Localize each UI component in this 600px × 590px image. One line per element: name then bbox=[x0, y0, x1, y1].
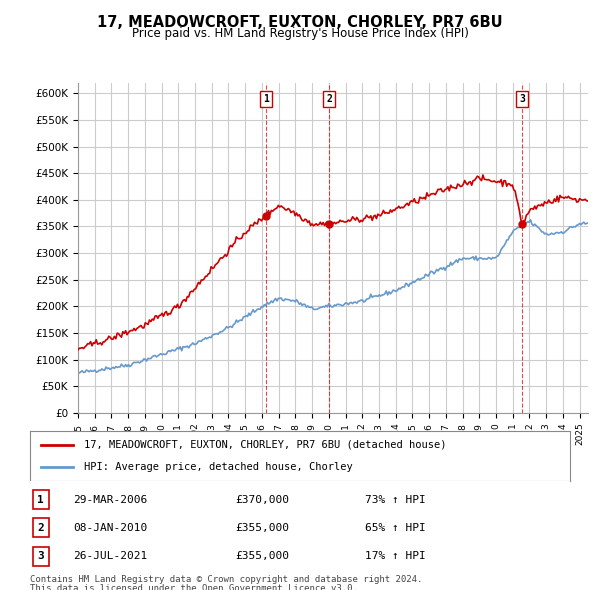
Text: 17, MEADOWCROFT, EUXTON, CHORLEY, PR7 6BU (detached house): 17, MEADOWCROFT, EUXTON, CHORLEY, PR7 6B… bbox=[84, 440, 446, 450]
Text: Contains HM Land Registry data © Crown copyright and database right 2024.: Contains HM Land Registry data © Crown c… bbox=[30, 575, 422, 584]
Text: 73% ↑ HPI: 73% ↑ HPI bbox=[365, 494, 425, 504]
Text: HPI: Average price, detached house, Chorley: HPI: Average price, detached house, Chor… bbox=[84, 462, 353, 472]
Text: This data is licensed under the Open Government Licence v3.0.: This data is licensed under the Open Gov… bbox=[30, 584, 358, 590]
Text: 3: 3 bbox=[37, 551, 44, 561]
Text: Price paid vs. HM Land Registry's House Price Index (HPI): Price paid vs. HM Land Registry's House … bbox=[131, 27, 469, 40]
Text: 1: 1 bbox=[263, 94, 269, 104]
Text: 26-JUL-2021: 26-JUL-2021 bbox=[73, 551, 148, 561]
Text: 29-MAR-2006: 29-MAR-2006 bbox=[73, 494, 148, 504]
Text: 65% ↑ HPI: 65% ↑ HPI bbox=[365, 523, 425, 533]
Text: 2: 2 bbox=[37, 523, 44, 533]
Text: £370,000: £370,000 bbox=[235, 494, 289, 504]
Text: 3: 3 bbox=[520, 94, 525, 104]
Text: 08-JAN-2010: 08-JAN-2010 bbox=[73, 523, 148, 533]
Text: 1: 1 bbox=[37, 494, 44, 504]
Text: 17% ↑ HPI: 17% ↑ HPI bbox=[365, 551, 425, 561]
Text: 2: 2 bbox=[326, 94, 332, 104]
Text: 17, MEADOWCROFT, EUXTON, CHORLEY, PR7 6BU: 17, MEADOWCROFT, EUXTON, CHORLEY, PR7 6B… bbox=[97, 15, 503, 30]
Text: £355,000: £355,000 bbox=[235, 551, 289, 561]
Text: £355,000: £355,000 bbox=[235, 523, 289, 533]
